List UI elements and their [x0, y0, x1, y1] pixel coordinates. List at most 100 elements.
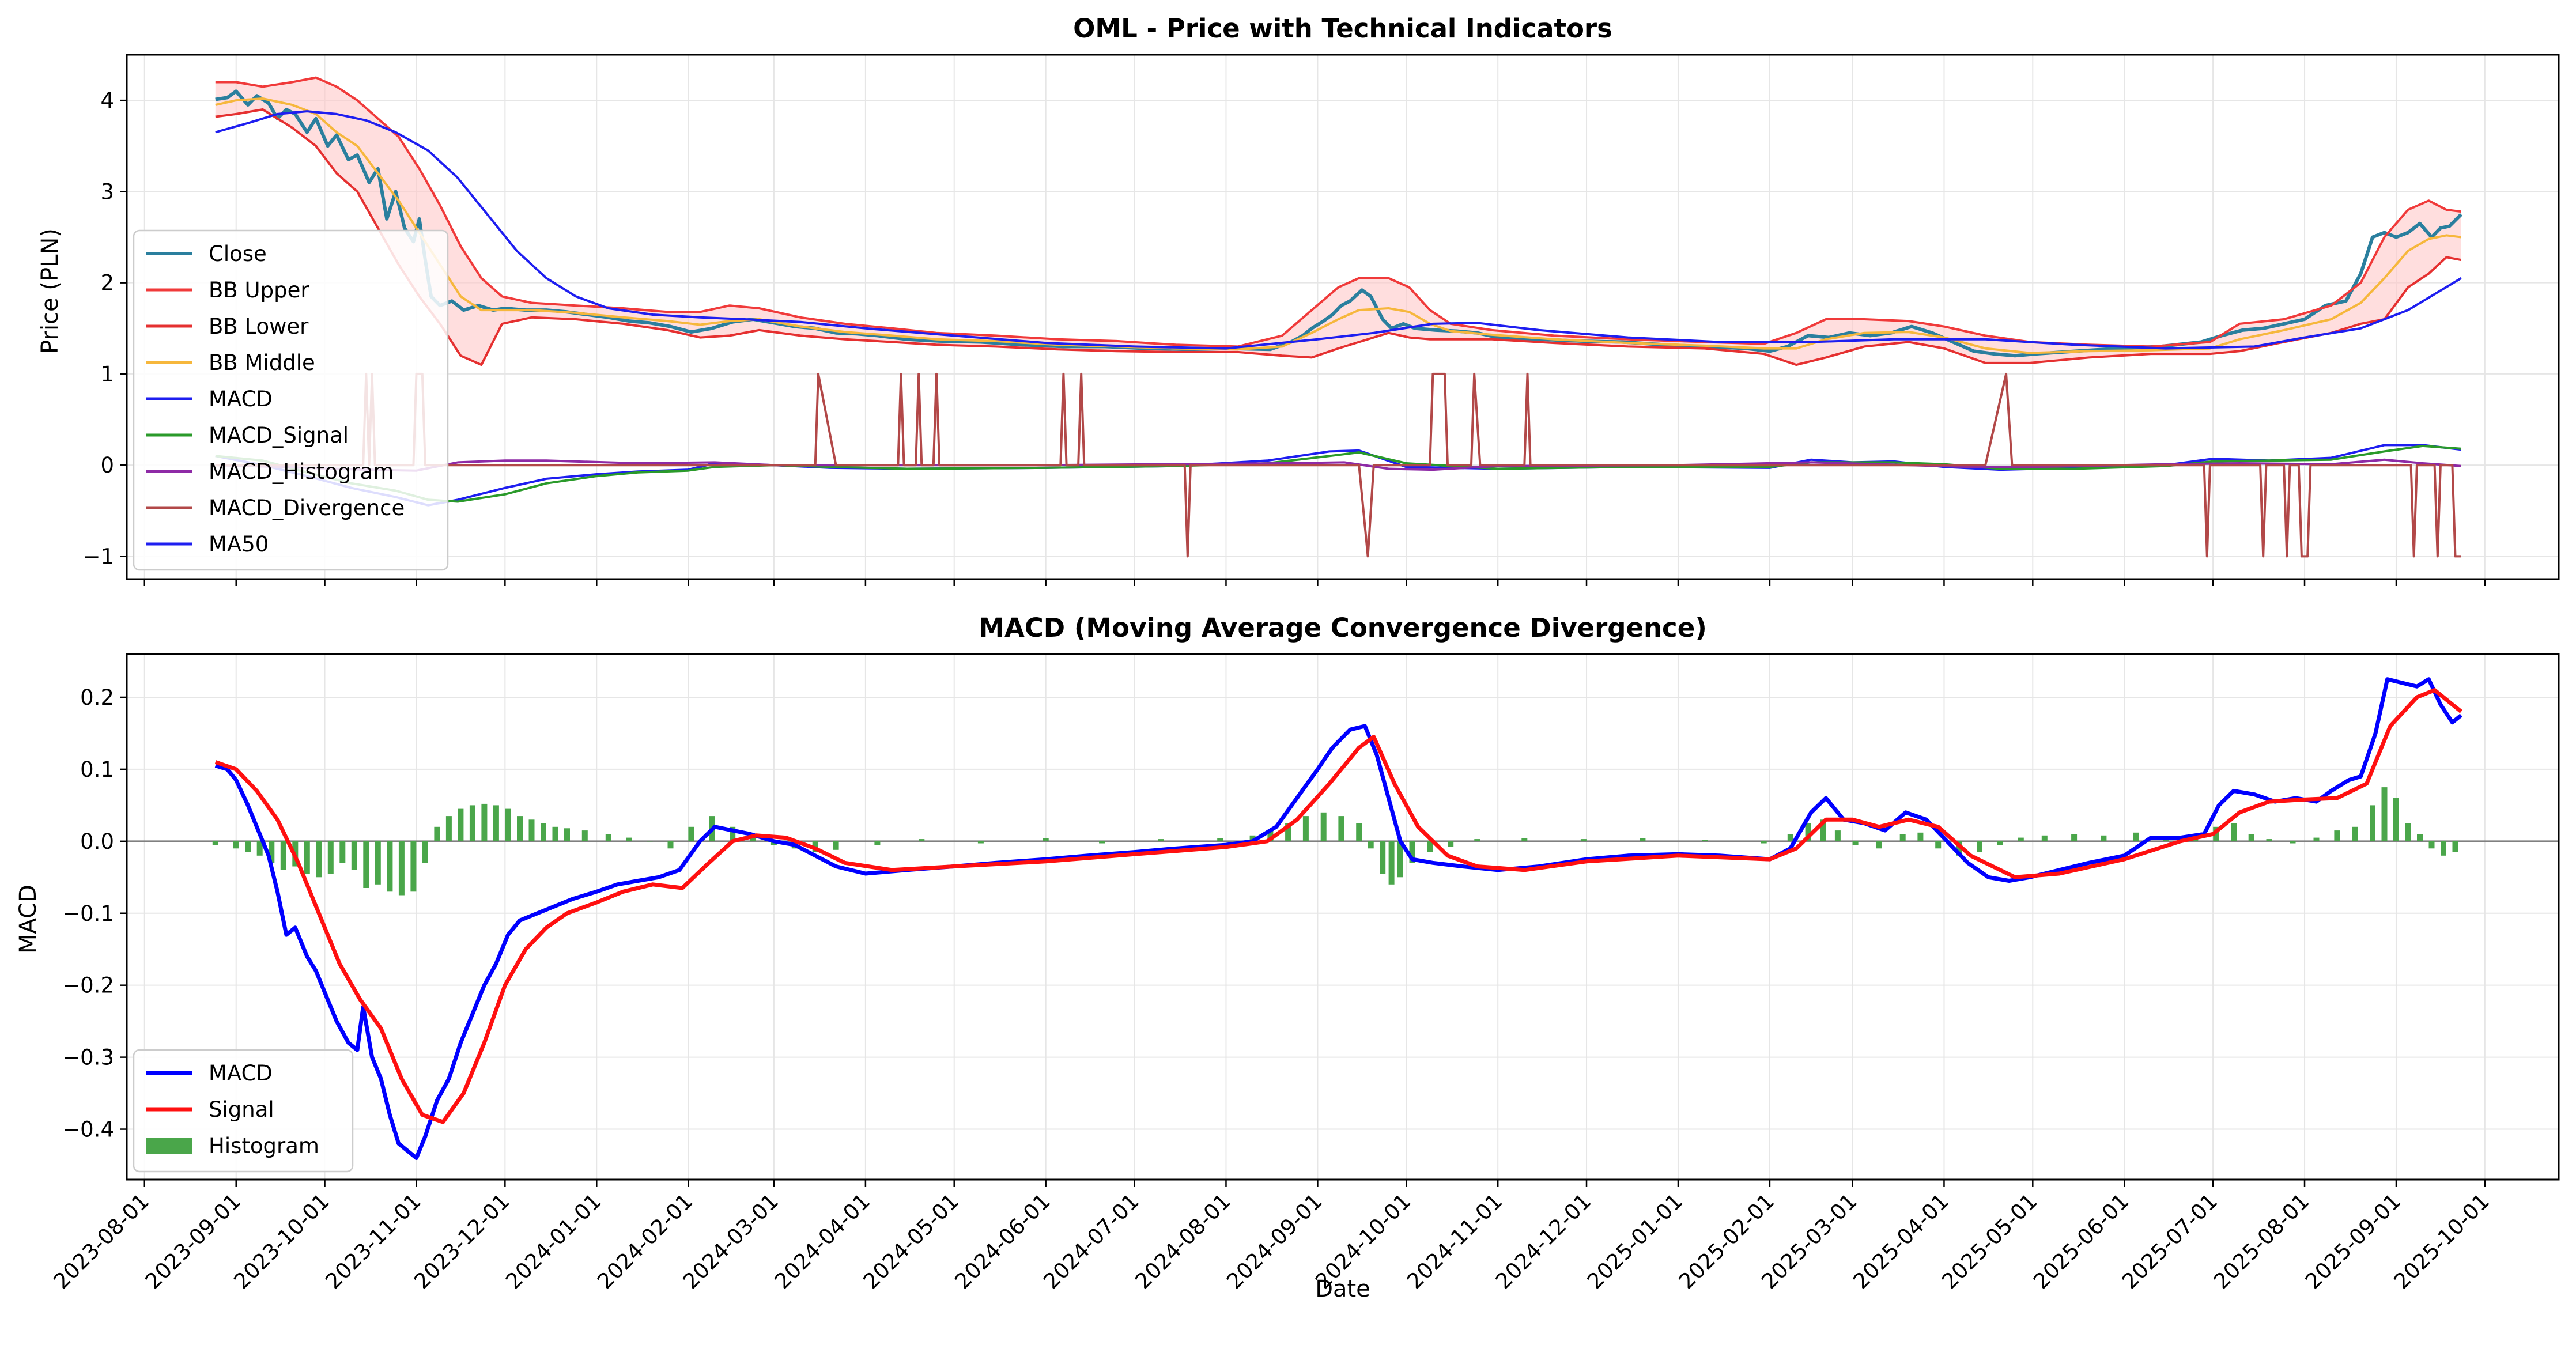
histogram-bar	[581, 830, 588, 841]
macd-y-ticks: −0.4 −0.3 −0.2 −0.1 0.0 0.1 0.2	[62, 685, 127, 1142]
histogram-bar	[1761, 841, 1767, 844]
histogram-bar	[1388, 841, 1395, 885]
histogram-bar	[919, 839, 925, 841]
y-tick-label: −0.3	[62, 1045, 114, 1070]
histogram-bar	[2452, 841, 2458, 852]
histogram-bar	[2248, 834, 2254, 841]
histogram-bar	[505, 808, 511, 841]
histogram-bar	[2018, 837, 2024, 841]
histogram-bar	[874, 841, 881, 845]
histogram-bar	[2290, 841, 2296, 844]
histogram-bar	[1267, 830, 1274, 841]
macd-legend: MACD Signal Histogram	[133, 1049, 354, 1173]
histogram-bar	[730, 826, 736, 841]
histogram-bar	[481, 803, 488, 841]
histogram-bar	[410, 841, 417, 892]
y-tick-label: −0.1	[62, 901, 114, 926]
histogram-bar	[1099, 841, 1105, 844]
price-panel: OML - Price with Technical Indicators Pr…	[37, 13, 2560, 586]
histogram-bar	[256, 841, 263, 856]
histogram-bar	[1285, 823, 1291, 841]
histogram-bar	[2441, 841, 2446, 856]
histogram-bar	[977, 841, 984, 844]
legend-label: BB Upper	[209, 278, 309, 303]
histogram-bar	[1338, 816, 1344, 841]
histogram-bar	[626, 837, 632, 841]
y-tick-label: 2	[100, 271, 114, 296]
histogram-bar	[1852, 841, 1859, 845]
histogram-bar	[1448, 841, 1454, 847]
histogram-bar	[363, 841, 369, 888]
histogram-bar	[339, 841, 346, 863]
histogram-bar	[1805, 823, 1811, 841]
histogram-bar	[1702, 840, 1708, 841]
histogram-bar	[469, 805, 475, 841]
y-tick-label: 4	[100, 88, 114, 113]
series-line-macd-divergence	[215, 372, 2461, 558]
y-tick-label: −0.2	[62, 973, 114, 998]
histogram-bar	[1217, 838, 1223, 841]
histogram-bar	[316, 841, 322, 878]
y-tick-label: 0.2	[80, 685, 114, 710]
histogram-bar	[1899, 834, 1906, 841]
histogram-bar	[1956, 841, 1962, 856]
histogram-bar	[1640, 838, 1646, 841]
legend-label: MACD_Signal	[209, 423, 349, 448]
series-line-macd	[214, 677, 2463, 1160]
histogram-bar	[1474, 839, 1480, 841]
y-tick-label: −1	[82, 544, 114, 569]
histogram-bar	[2405, 823, 2411, 841]
legend-label: MACD	[209, 1061, 273, 1086]
histogram-bar	[2041, 835, 2048, 841]
legend-label: MACD_Divergence	[209, 496, 405, 520]
legend-box	[133, 229, 449, 571]
histogram-bar	[1820, 819, 1826, 841]
y-tick-label: 1	[100, 362, 114, 387]
series-line-macd-signal	[215, 444, 2461, 503]
legend-label: Signal	[209, 1097, 274, 1122]
price-chart-title: OML - Price with Technical Indicators	[1073, 13, 1612, 44]
macd-axes-frame	[126, 653, 2560, 1181]
histogram-bar	[280, 841, 286, 870]
histogram-bar	[1158, 839, 1164, 841]
histogram-bar	[833, 841, 839, 850]
histogram-bar	[1368, 841, 1374, 849]
histogram-bar	[1380, 841, 1386, 874]
histogram-bar	[458, 808, 464, 841]
legend-label: MACD_Histogram	[209, 459, 394, 484]
legend-label: Close	[209, 241, 267, 266]
histogram-bar	[375, 841, 381, 885]
histogram-bar	[541, 823, 546, 841]
series-line-macd-histogram	[215, 458, 2461, 472]
histogram-bar	[493, 805, 499, 841]
histogram-bar	[2393, 798, 2399, 841]
histogram-bar	[304, 841, 310, 874]
histogram-bar	[1427, 841, 1433, 852]
histogram-bar	[422, 841, 428, 863]
histogram-bar	[564, 828, 570, 841]
series-line-signal	[214, 688, 2462, 1124]
histogram-bar	[688, 826, 694, 841]
histogram-bar	[269, 841, 275, 863]
histogram-bar	[528, 819, 535, 841]
histogram-bar	[517, 816, 523, 841]
y-tick-label: 0.0	[80, 829, 114, 854]
histogram-bar	[387, 841, 393, 892]
histogram-bar	[667, 841, 674, 849]
macd-y-axis-label: MACD	[15, 885, 41, 954]
histogram-bar	[1977, 841, 1982, 852]
legend-label: MACD	[209, 387, 273, 411]
histogram-bar	[245, 841, 251, 852]
price-x-ticks	[143, 579, 2486, 586]
macd-plot-area	[127, 677, 2559, 1160]
legend-label: BB Middle	[209, 350, 315, 375]
y-tick-label: −0.4	[62, 1117, 114, 1142]
histogram-bar	[1397, 841, 1403, 878]
histogram-bar	[2381, 787, 2388, 841]
histogram-bar	[2313, 837, 2320, 841]
y-tick-label: 0.1	[80, 757, 114, 782]
price-y-axis-label: Price (PLN)	[37, 228, 63, 354]
histogram-bar	[2101, 835, 2107, 841]
legend-label: Histogram	[209, 1133, 319, 1158]
